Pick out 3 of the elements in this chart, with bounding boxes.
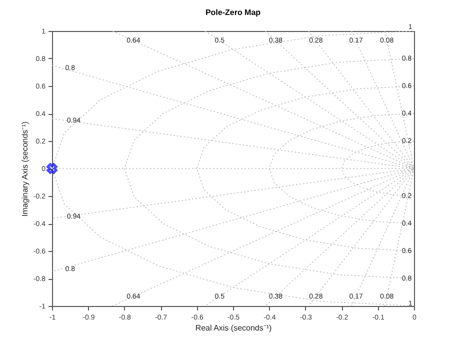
chart-title: Pole-Zero Map (205, 8, 261, 17)
y-axis-title: Imaginary Axis (seconds⁻¹) (20, 121, 30, 217)
x-axis-title: Real Axis (seconds⁻¹) (195, 324, 272, 332)
